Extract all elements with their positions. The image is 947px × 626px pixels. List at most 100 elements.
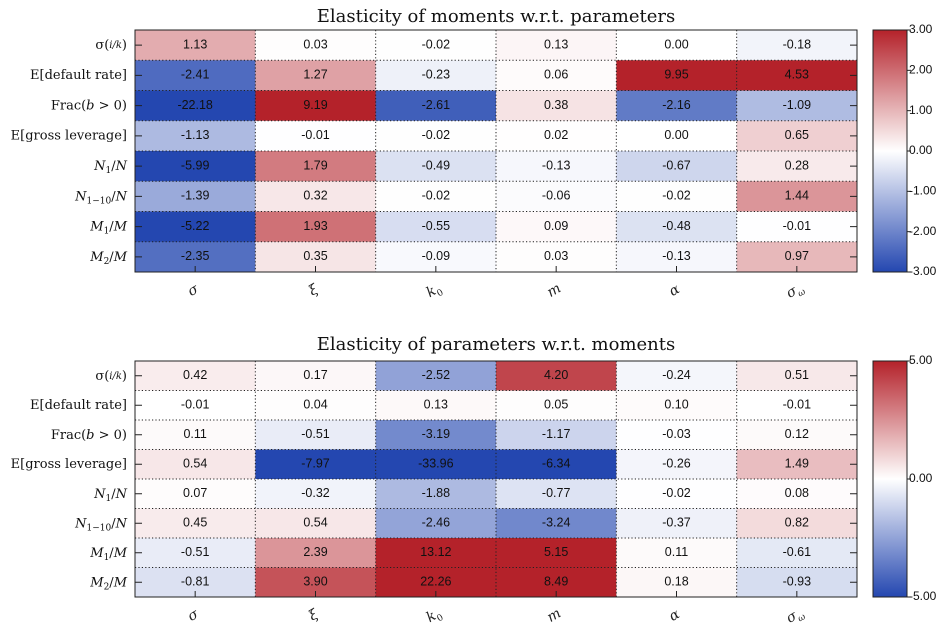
cell-value-label: -0.49 <box>422 158 451 172</box>
heatmap-cell <box>375 60 497 91</box>
cell-value-label: 9.95 <box>664 68 688 82</box>
cell-value-label: 1.13 <box>183 37 207 51</box>
cell-value-label: -0.61 <box>783 545 812 559</box>
colorbar-tick-label: -2.00 <box>909 224 937 238</box>
heatmap-cell <box>135 538 256 568</box>
cell-value-label: 8.49 <box>544 575 568 589</box>
heatmap-cell <box>135 90 256 122</box>
heatmap-cell <box>736 538 858 568</box>
heatmap-cell <box>616 508 738 539</box>
heatmap-cell <box>616 449 738 480</box>
heatmap-cell <box>496 151 617 182</box>
heatmap-cell <box>135 120 256 152</box>
heatmap-cell <box>375 449 497 480</box>
colorbar-tick-label: 1.00 <box>909 103 933 117</box>
cell-value-label: -0.02 <box>662 486 691 500</box>
colorbar <box>872 29 908 273</box>
cell-value-label: -0.18 <box>783 37 812 51</box>
cell-value-label: -0.55 <box>422 219 451 233</box>
heatmap-cell <box>375 479 497 509</box>
heatmap-cell <box>616 30 738 61</box>
cell-value-label: 0.54 <box>183 457 207 471</box>
cell-value-label: -0.67 <box>662 158 691 172</box>
heatmap-cell <box>375 181 497 212</box>
heatmap-cell <box>616 420 738 450</box>
cell-value-label: -1.09 <box>783 98 812 112</box>
cell-value-label: 0.06 <box>544 68 568 82</box>
cell-value-label: -0.32 <box>301 486 330 500</box>
cell-value-label: 0.00 <box>664 128 688 142</box>
colorbar-tick-label: 0.00 <box>909 143 933 157</box>
row-label: M2​/M <box>89 249 127 266</box>
heatmap-cell <box>496 211 617 243</box>
cell-value-label: 0.10 <box>664 398 688 412</box>
cell-value-label: 0.97 <box>785 249 809 263</box>
heatmap-cell <box>135 361 256 391</box>
cell-value-label: -0.77 <box>542 486 571 500</box>
heatmap-cell <box>496 390 617 421</box>
cell-value-label: 0.42 <box>183 368 207 382</box>
cell-value-label: -0.48 <box>662 219 691 233</box>
chart-title: Elasticity of moments w.r.t. parameters <box>317 6 676 27</box>
heatmap-cell <box>135 30 256 61</box>
heatmap-cell <box>255 361 377 391</box>
cell-value-label: -0.13 <box>662 249 691 263</box>
heatmap-cell <box>375 361 497 391</box>
colorbar-tick-label: 2.00 <box>909 63 933 77</box>
cell-value-label: -22.18 <box>177 98 212 112</box>
heatmap-cell <box>736 120 858 152</box>
heatmap-cell <box>616 90 738 122</box>
cell-value-label: 0.18 <box>664 575 688 589</box>
heatmap-cell <box>135 479 256 509</box>
cell-value-label: 0.13 <box>544 37 568 51</box>
cell-value-label: -0.51 <box>181 545 210 559</box>
heatmap-cell <box>135 181 256 212</box>
column-label: ξ <box>306 281 322 299</box>
cell-value-label: -1.88 <box>422 486 451 500</box>
row-label: N1​/N <box>93 159 128 176</box>
cell-value-label: 9.19 <box>303 98 327 112</box>
cell-value-label: -0.24 <box>662 368 691 382</box>
cell-value-label: 0.00 <box>664 37 688 51</box>
cell-value-label: -0.23 <box>422 68 451 82</box>
heatmap-cell <box>496 361 617 391</box>
cell-value-label: 0.65 <box>785 128 809 142</box>
colorbar-tick-label: 5.00 <box>909 353 933 367</box>
cell-value-label: 0.11 <box>665 545 688 559</box>
heatmap-cell <box>736 211 858 243</box>
heatmap-cell <box>616 120 738 152</box>
cell-value-label: 0.05 <box>544 398 568 412</box>
heatmap-cell <box>375 151 497 182</box>
cell-value-label: 0.03 <box>303 37 327 51</box>
cell-value-label: 5.15 <box>544 545 568 559</box>
colorbar-tick-label: 0.00 <box>909 471 933 485</box>
row-label: M2​/M <box>89 575 127 592</box>
heatmap-cell <box>616 390 738 421</box>
row-label: N1−10​/N <box>74 516 128 533</box>
cell-value-label: 2.39 <box>303 545 327 559</box>
heatmap-cell <box>255 390 377 421</box>
cell-value-label: 0.08 <box>785 486 809 500</box>
cell-value-label: -0.01 <box>181 398 210 412</box>
row-label: N1−10​/N <box>74 189 128 206</box>
column-label: σ <box>185 281 202 300</box>
row-label: E[default rate] <box>30 398 127 413</box>
cell-value-label: 0.54 <box>303 516 327 530</box>
heatmap-cell <box>255 181 377 212</box>
cell-value-label: 1.93 <box>303 219 327 233</box>
cell-value-label: 4.20 <box>544 368 568 382</box>
cell-value-label: -0.81 <box>181 575 210 589</box>
cell-value-label: -2.61 <box>422 98 451 112</box>
heatmap-cell <box>736 420 858 450</box>
cell-value-label: -0.02 <box>422 128 451 142</box>
cell-value-label: -0.51 <box>301 427 330 441</box>
cell-value-label: 0.12 <box>785 427 809 441</box>
heatmap-cell <box>255 538 377 568</box>
cell-value-label: -1.13 <box>181 128 210 142</box>
colorbar-tick-label: -3.00 <box>909 264 937 278</box>
heatmap-cell <box>616 60 738 91</box>
colorbar-tick-label: -5.00 <box>909 589 937 603</box>
heatmap-cell <box>375 508 497 539</box>
cell-value-label: -1.17 <box>542 427 571 441</box>
cell-value-label: -2.16 <box>662 98 691 112</box>
